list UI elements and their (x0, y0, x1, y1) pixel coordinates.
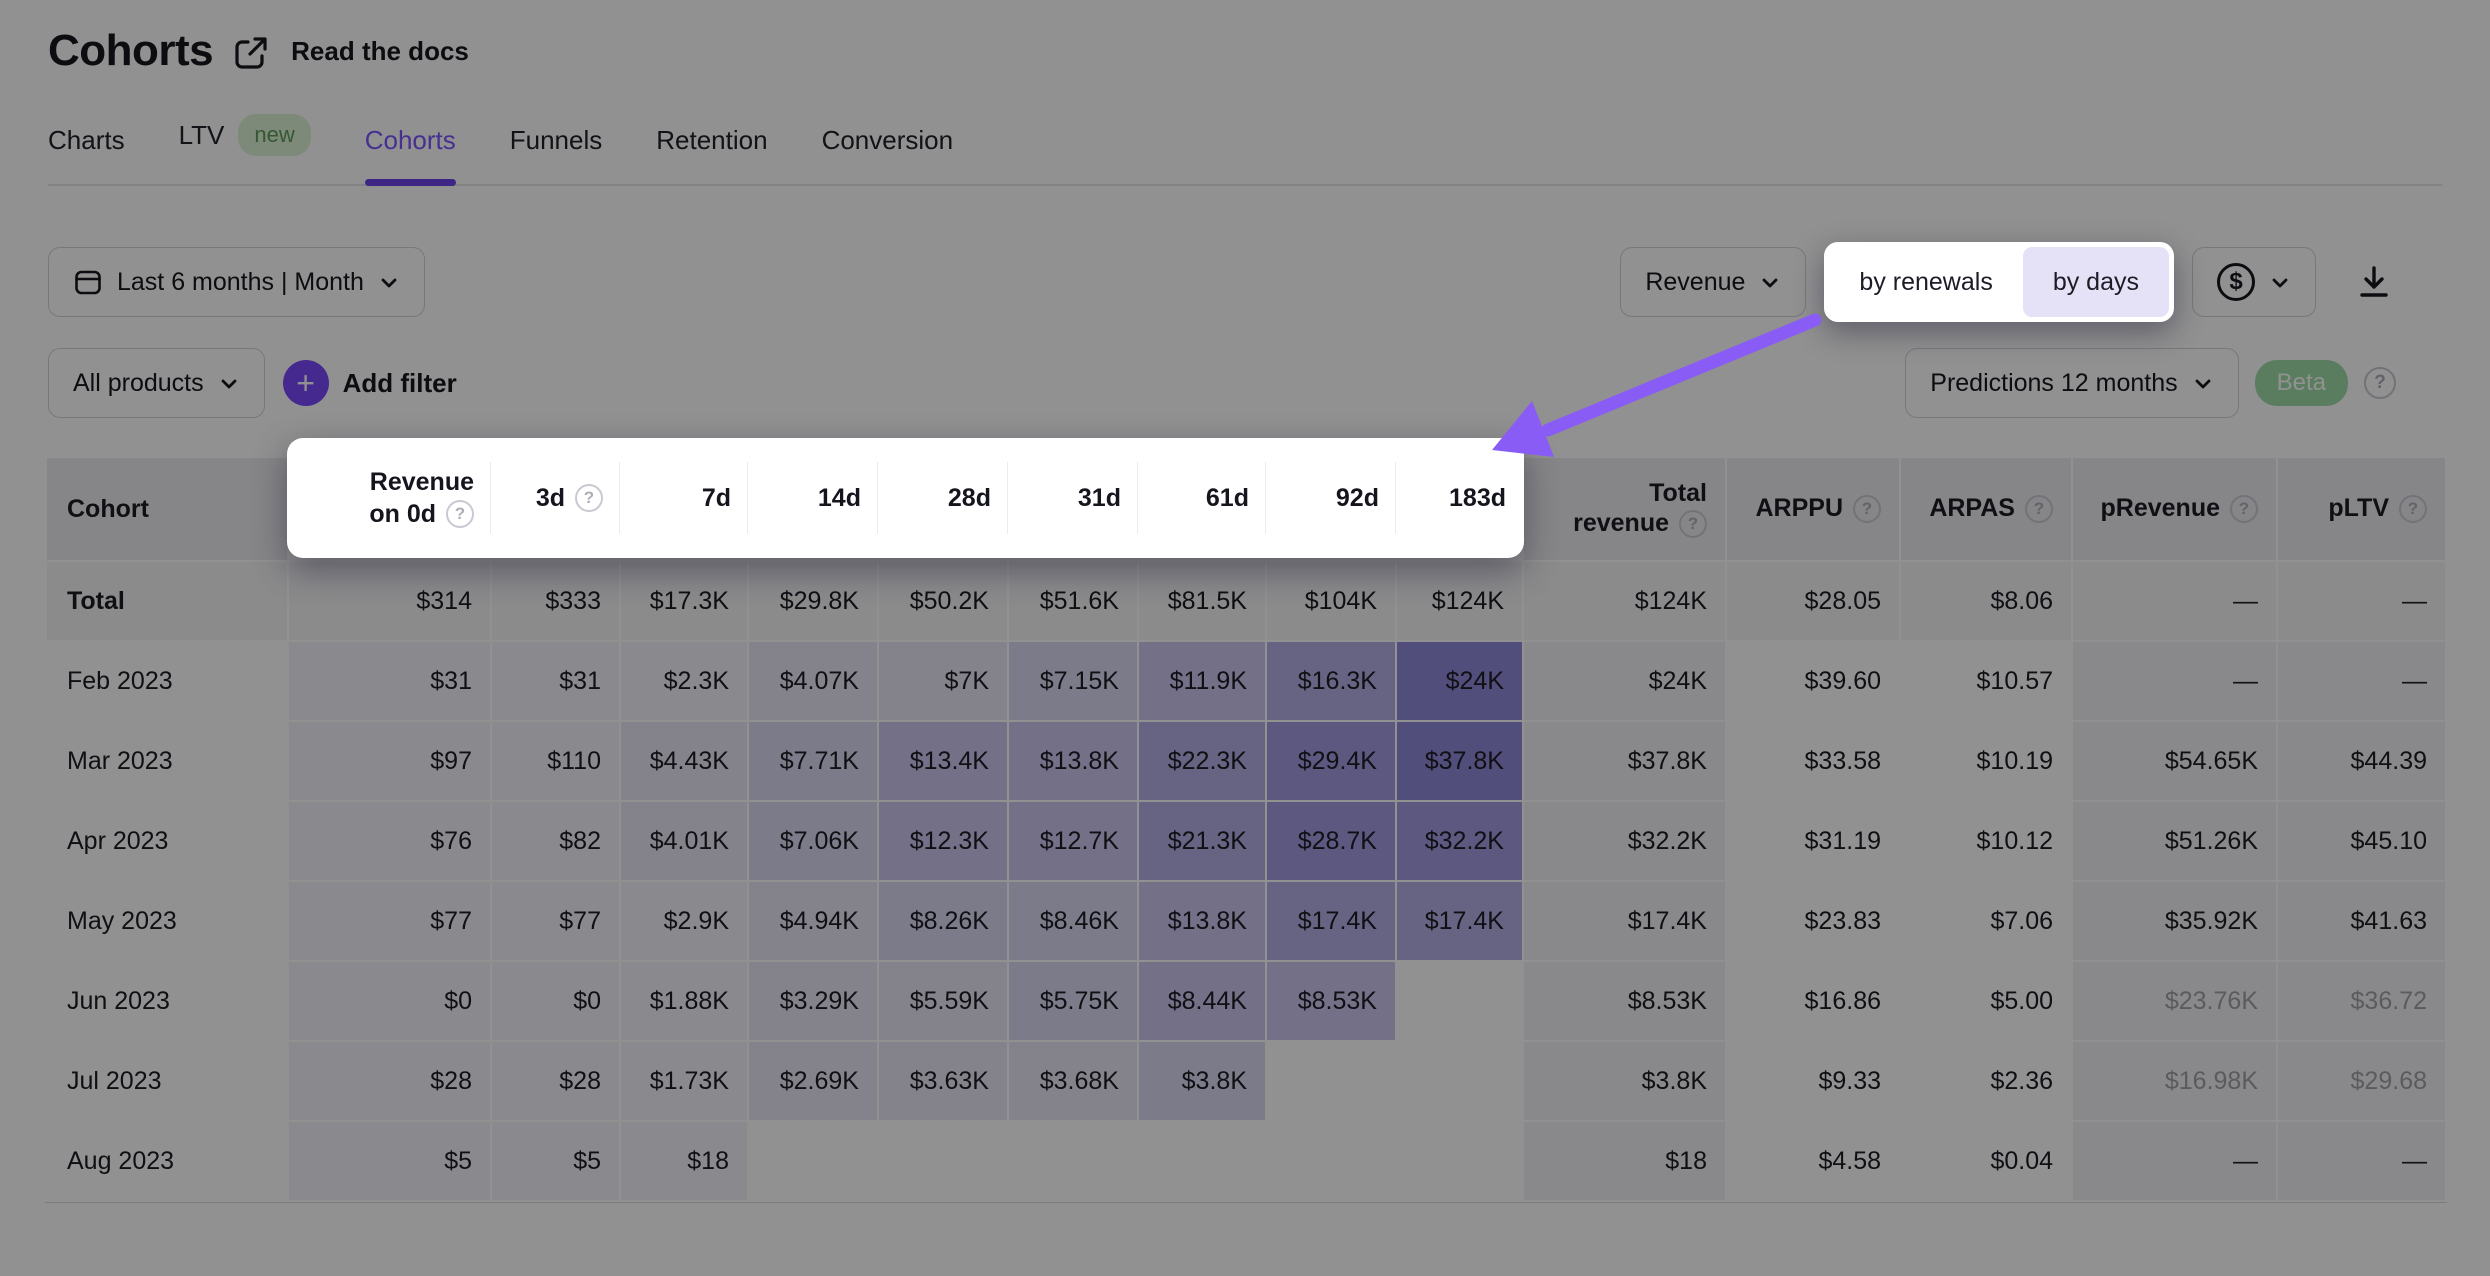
table-header-row: Cohort Total revenue? ARPPU? ARPAS? pRev… (47, 458, 2445, 560)
external-link-icon[interactable] (231, 33, 271, 73)
filter-right-group: Revenue by renewals by days $ (1620, 242, 2442, 322)
col-header-61d: 61d (1137, 462, 1265, 534)
col-header-arpas: ARPAS? (1901, 458, 2071, 560)
help-icon[interactable]: ? (446, 500, 474, 529)
dollar-icon: $ (2217, 263, 2255, 301)
col-header-arppu: ARPPU? (1727, 458, 1899, 560)
metric-dropdown[interactable]: Revenue (1620, 247, 1807, 317)
chevron-down-icon (2272, 278, 2288, 288)
chevron-down-icon (381, 278, 397, 288)
beta-badge: Beta (2254, 360, 2348, 406)
col-header-total-revenue: Total revenue? (1524, 458, 1725, 560)
chevron-down-icon (1763, 278, 1778, 288)
cohort-table: Cohort Total revenue? ARPPU? ARPAS? pRev… (45, 456, 2447, 1203)
table-row: Aug 2023 $5 $5 $18 $18 $4.58 $0.04 — — (47, 1122, 2445, 1200)
tab-retention[interactable]: Retention (656, 125, 768, 155)
col-header-3d: 3d? (490, 462, 619, 534)
help-icon[interactable]: ? (1679, 509, 1707, 538)
download-icon[interactable] (2354, 262, 2394, 302)
help-icon[interactable]: ? (2364, 367, 2396, 399)
col-header-31d: 31d (1007, 462, 1137, 534)
group-mode-toggle: by renewals by days (1824, 242, 2174, 322)
col-header-92d: 92d (1265, 462, 1395, 534)
page-header: Cohorts Read the docs (48, 26, 2490, 76)
predictions-group: Predictions 12 months Beta ? (1905, 348, 2442, 418)
help-icon[interactable]: ? (1853, 495, 1881, 523)
help-icon[interactable]: ? (575, 484, 603, 512)
chevron-down-icon (2195, 379, 2211, 389)
page-title: Cohorts (48, 26, 214, 75)
tab-conversion[interactable]: Conversion (821, 125, 954, 155)
col-header-prevenue: pRevenue? (2073, 458, 2276, 560)
table-row: Apr 2023 $76 $82 $4.01K $7.06K $12.3K $1… (47, 802, 2445, 880)
table-row: Mar 2023 $97 $110 $4.43K $7.71K $13.4K $… (47, 722, 2445, 800)
toggle-by-days[interactable]: by days (2022, 247, 2169, 317)
col-header-pltv: pLTV? (2278, 458, 2445, 560)
col-header-183d: 183d (1395, 462, 1522, 534)
table-row: Jul 2023 $28 $28 $1.73K $2.69K $3.63K $3… (47, 1042, 2445, 1120)
chevron-down-icon (221, 379, 237, 389)
currency-dropdown[interactable]: $ (2192, 247, 2316, 317)
products-dropdown[interactable]: All products (48, 348, 265, 418)
table-row-total: Total $314 $333 $17.3K $29.8K $50.2K $51… (47, 562, 2445, 640)
col-header-7d: 7d (619, 462, 747, 534)
filter-row-primary: Last 6 months | Month Revenue by renewal… (48, 242, 2442, 322)
table-row: Jun 2023 $0 $0 $1.88K $3.29K $5.59K $5.7… (47, 962, 2445, 1040)
help-icon[interactable]: ? (2399, 495, 2427, 523)
tab-funnels[interactable]: Funnels (509, 125, 603, 155)
tab-cohorts[interactable]: Cohorts (364, 125, 456, 186)
plus-icon: + (282, 360, 329, 406)
col-header-cohort: Cohort (47, 458, 287, 560)
tab-ltv[interactable]: LTV new (179, 114, 311, 184)
col-header-14d: 14d (747, 462, 877, 534)
toggle-by-renewals[interactable]: by renewals (1829, 247, 2023, 317)
add-filter-button[interactable]: + Add filter (282, 360, 457, 406)
help-icon[interactable]: ? (2025, 495, 2053, 523)
calendar-icon (75, 270, 101, 295)
col-header-28d: 28d (877, 462, 1007, 534)
read-docs-link[interactable]: Read the docs (291, 35, 469, 66)
new-badge: new (238, 114, 311, 156)
tab-charts[interactable]: Charts (48, 125, 125, 155)
col-header-revenue-0d: Revenue on 0d? (369, 467, 474, 529)
table-row: May 2023 $77 $77 $2.9K $4.94K $8.26K $8.… (47, 882, 2445, 960)
date-range-dropdown[interactable]: Last 6 months | Month (48, 247, 425, 317)
predictions-dropdown[interactable]: Predictions 12 months (1905, 348, 2239, 418)
help-icon[interactable]: ? (2230, 495, 2258, 523)
filter-row-secondary: All products + Add filter Predictions 12… (48, 348, 2442, 418)
day-columns-header-spotlight: Revenue on 0d? 3d? 7d 14d 28d 31d 61d 92… (287, 438, 1524, 558)
table-row: Feb 2023 $31 $31 $2.3K $4.07K $7K $7.15K… (47, 642, 2445, 720)
tab-bar: Charts LTV new Cohorts Funnels Retention… (48, 114, 2442, 186)
